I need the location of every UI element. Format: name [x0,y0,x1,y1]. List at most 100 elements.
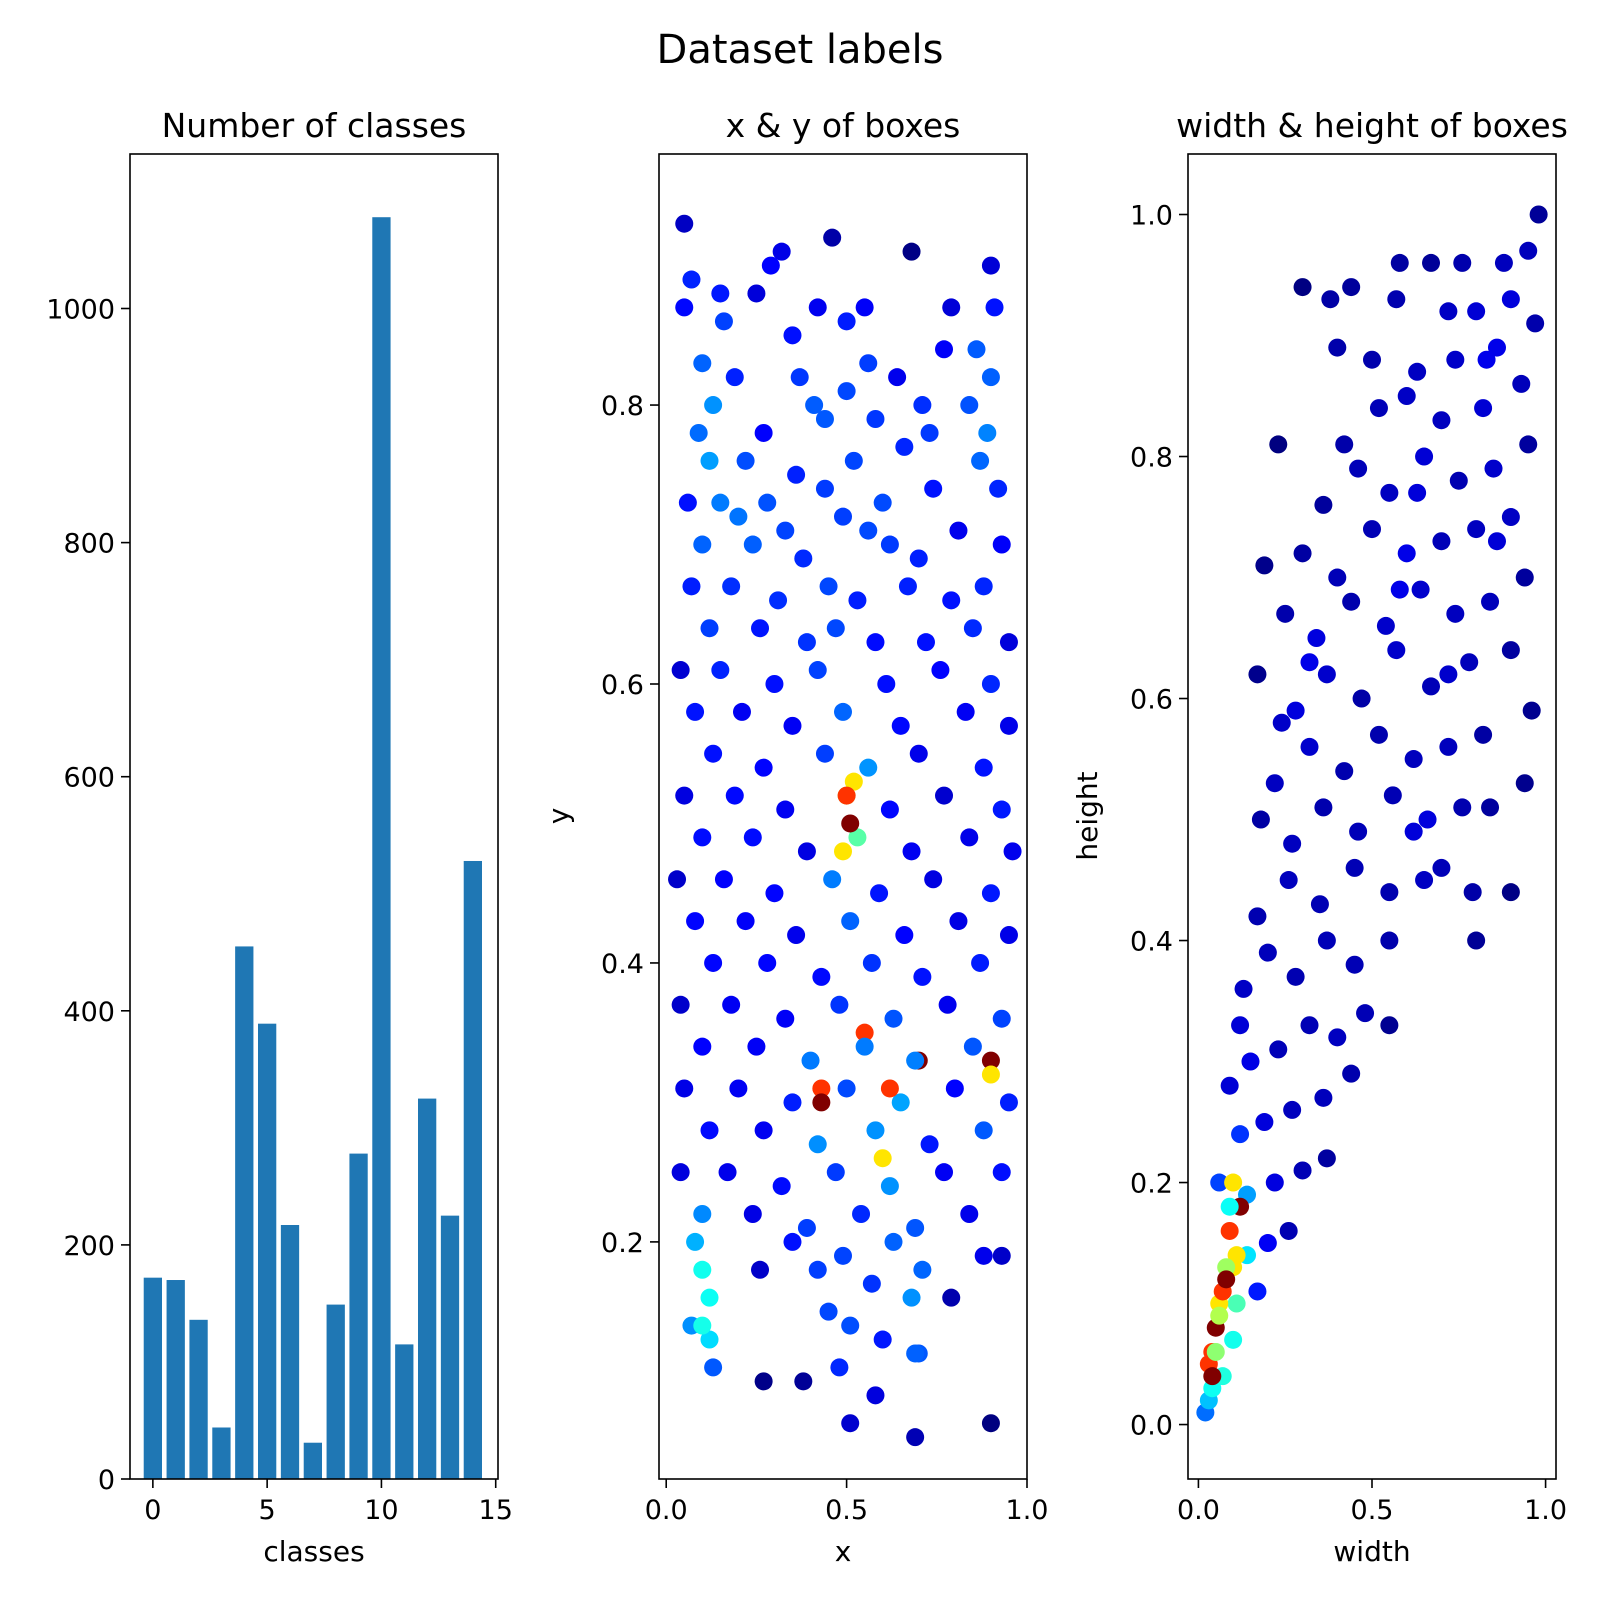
class-count-ytick-label: 800 [63,529,115,560]
xy-boxes-ticks: 0.0 0.5 1.0 0.2 0.4 0.6 0.8 [601,391,1048,1526]
xy-boxes-point [855,1037,874,1056]
xy-boxes-point [960,828,979,847]
xy-boxes-point [906,1428,925,1447]
xy-boxes-point [981,1414,1000,1433]
xy-boxes-point [960,396,979,415]
xy-boxes-point [815,744,834,763]
wh-boxes-point [1317,665,1336,684]
class-bar [212,1427,231,1479]
wh-boxes-point [1481,592,1500,611]
xy-boxes-point [837,312,856,331]
class-count-ytick-label: 200 [63,1231,115,1262]
wh-boxes-point [1217,1270,1236,1289]
xy-boxes-point [686,1232,705,1251]
wh-boxes-ylabel: height [1071,771,1104,860]
wh-boxes-point [1300,1016,1319,1035]
wh-boxes-point [1439,302,1458,321]
xy-boxes-point [913,967,932,986]
xy-boxes-point [722,995,741,1014]
xy-boxes-point [848,828,867,847]
class-count-ytick-label: 1000 [46,295,115,326]
xy-boxes-point [704,1358,723,1377]
xy-boxes-point [700,619,719,638]
xy-boxes-point [841,1414,860,1433]
wh-boxes-point [1529,205,1548,224]
class-count-xtick-label: 0 [144,1495,161,1526]
xy-boxes-point [992,800,1011,819]
xy-boxes-point [812,1079,831,1098]
wh-boxes-point [1415,871,1434,890]
wh-boxes-point [1220,1197,1239,1216]
xy-boxes-point [841,814,860,833]
class-bar [166,1280,185,1479]
xy-boxes-point [830,1358,849,1377]
wh-boxes-point [1432,532,1451,551]
xy-boxes-point [920,423,939,442]
class-count-ytick-label: 0 [98,1465,115,1496]
xy-boxes-point [895,437,914,456]
wh-boxes-point [1258,943,1277,962]
wh-boxes-point [1418,810,1437,829]
wh-boxes-point [1258,1234,1277,1253]
class-bar [326,1304,345,1479]
xy-boxes-point [704,744,723,763]
wh-boxes-point [1283,1100,1302,1119]
xy-boxes-point [725,368,744,387]
wh-boxes-point [1255,1113,1274,1132]
wh-boxes-point [1220,1076,1239,1095]
xy-boxes-point [714,870,733,889]
class-bar [440,1215,460,1479]
xy-boxes-point [693,1205,712,1223]
wh-boxes-point [1390,253,1409,272]
wh-boxes-points [1196,205,1548,1422]
wh-boxes-point [1369,725,1388,744]
xy-boxes-point [981,368,1000,387]
wh-boxes-point [1453,798,1472,817]
xy-boxes-point [765,884,784,903]
wh-boxes-point [1446,350,1465,369]
wh-boxes-point [1477,350,1496,369]
xy-boxes-point [834,1246,852,1265]
xy-boxes-point [981,675,1000,693]
xy-boxes-point [931,661,950,680]
class-bar [463,860,482,1479]
wh-boxes-point [1404,750,1423,769]
xy-boxes-point [823,870,842,889]
xy-boxes-point [924,870,943,889]
xy-boxes-point [992,1246,1011,1265]
xy-boxes-point [815,410,834,428]
wh-boxes-point [1283,834,1302,853]
xy-boxes-point [693,354,712,373]
xy-boxes-point [808,1260,827,1279]
xy-boxes-point [772,242,791,261]
wh-boxes-point [1467,302,1486,321]
wh-boxes-point [1345,858,1364,877]
wh-boxes-point [1265,1173,1284,1192]
wh-boxes-chart: width & height of boxes 0.0 0.5 1.00.00.20… [1071,106,1568,1568]
xy-boxes-point [700,1121,719,1140]
wh-boxes-point [1390,580,1409,599]
xy-boxes-xtick-label: 0.5 [825,1495,868,1526]
xy-boxes-point [880,1079,899,1098]
wh-boxes-xtick-label: 0.5 [1351,1495,1394,1526]
class-bar [372,217,391,1480]
wh-boxes-point [1210,1173,1229,1192]
xy-boxes-point [834,702,852,721]
xy-boxes-point [956,702,975,721]
xy-boxes-point [671,995,690,1014]
xy-boxes-point [758,493,777,512]
wh-boxes-point [1519,241,1538,260]
xy-boxes-point [787,465,806,484]
wh-boxes-point [1300,737,1319,756]
xy-boxes-point [974,1121,993,1140]
wh-boxes-point [1515,774,1534,793]
figure-title: Dataset labels [657,27,944,73]
xy-boxes-point [963,619,982,638]
wh-boxes-point [1269,435,1288,454]
xy-boxes-point [848,591,867,610]
class-count-xtick-label: 5 [259,1495,276,1526]
wh-boxes-point [1481,798,1500,817]
xy-boxes-point [801,1051,820,1070]
xy-boxes-point [700,1288,719,1307]
wh-boxes-point [1231,1125,1250,1144]
